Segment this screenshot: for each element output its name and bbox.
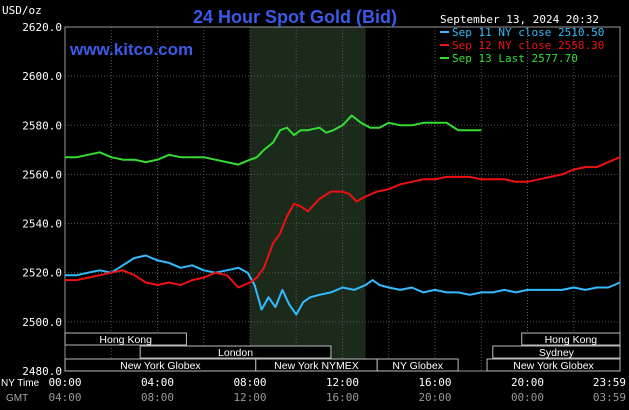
session-label: Hong Kong (99, 334, 152, 346)
series-line-sep-11 (65, 254, 621, 316)
legend-entry: Sep 12 NY close 2558.30 (452, 39, 604, 52)
session-label: London (218, 347, 253, 359)
x-tick-label-ny: 08:00 (233, 376, 266, 389)
x-row-label-gmt: GMT (6, 393, 28, 404)
site-watermark: www.kitco.com (69, 40, 193, 59)
x-tick-label-ny: 12:00 (326, 376, 359, 389)
session-label: New York Globex (513, 360, 594, 372)
session-box (376, 358, 459, 372)
x-tick-label-gmt: 12:00 (233, 391, 266, 404)
x-tick-label-gmt: 20:00 (418, 391, 451, 404)
x-tick-label-ny: 16:00 (418, 376, 451, 389)
session-label: Sydney (539, 347, 575, 359)
y-tick-label: 2560.0 (22, 168, 62, 181)
session-label: Hong Kong (545, 334, 598, 346)
y-tick-label: 2580.0 (22, 119, 62, 132)
session-label: New York Globex (120, 360, 201, 372)
legend-entry: Sep 13 Last 2577.70 (452, 52, 578, 65)
x-tick-label-gmt: 00:00 (511, 391, 544, 404)
x-axis: NY Time GMT 00:00 04:00 04:00 08:00 08:00 12:00… (1, 376, 626, 404)
series-group (65, 114, 621, 316)
x-tick-label-gmt: 04:00 (48, 391, 81, 404)
chart-title: 24 Hour Spot Gold (Bid) (193, 7, 397, 27)
session-box (64, 332, 187, 346)
session-shade (250, 27, 366, 371)
y-tick-label: 2540.0 (22, 218, 62, 231)
y-tick-label: 2480.0 (22, 365, 62, 378)
y-axis: 2620.0 2600.0 2580.0 2560.0 2540.0 2520.0 2500… (22, 21, 62, 378)
x-tick-label-ny: 04:00 (141, 376, 174, 389)
y-axis-unit: USD/oz (2, 4, 42, 17)
session-box (486, 358, 621, 372)
x-tick-label-gmt: 08:00 (141, 391, 174, 404)
session-box (139, 345, 332, 359)
session-box (521, 332, 621, 346)
y-tick-label: 2600.0 (22, 70, 62, 83)
series-line-sep-13 (65, 114, 482, 166)
y-tick-label: 2620.0 (22, 21, 62, 34)
x-row-label-ny: NY Time (1, 378, 40, 389)
timestamp: September 13, 2024 20:32 (440, 13, 599, 26)
session-box (492, 345, 621, 359)
y-tick-label: 2520.0 (22, 267, 62, 280)
y-tick-label: 2500.0 (22, 316, 62, 329)
x-tick-label-gmt: 16:00 (326, 391, 359, 404)
x-tick-label-ny: 00:00 (48, 376, 81, 389)
x-tick-label-ny: 20:00 (511, 376, 544, 389)
session-label: NY Globex (392, 360, 443, 372)
x-tick-label-ny: 23:59 (593, 376, 626, 389)
series-line-sep-12 (65, 156, 621, 289)
x-tick-label-gmt: 03:59 (593, 391, 626, 404)
session-label: New York NYMEX (274, 360, 359, 372)
legend-entry: Sep 11 NY close 2510.50 (452, 26, 604, 39)
